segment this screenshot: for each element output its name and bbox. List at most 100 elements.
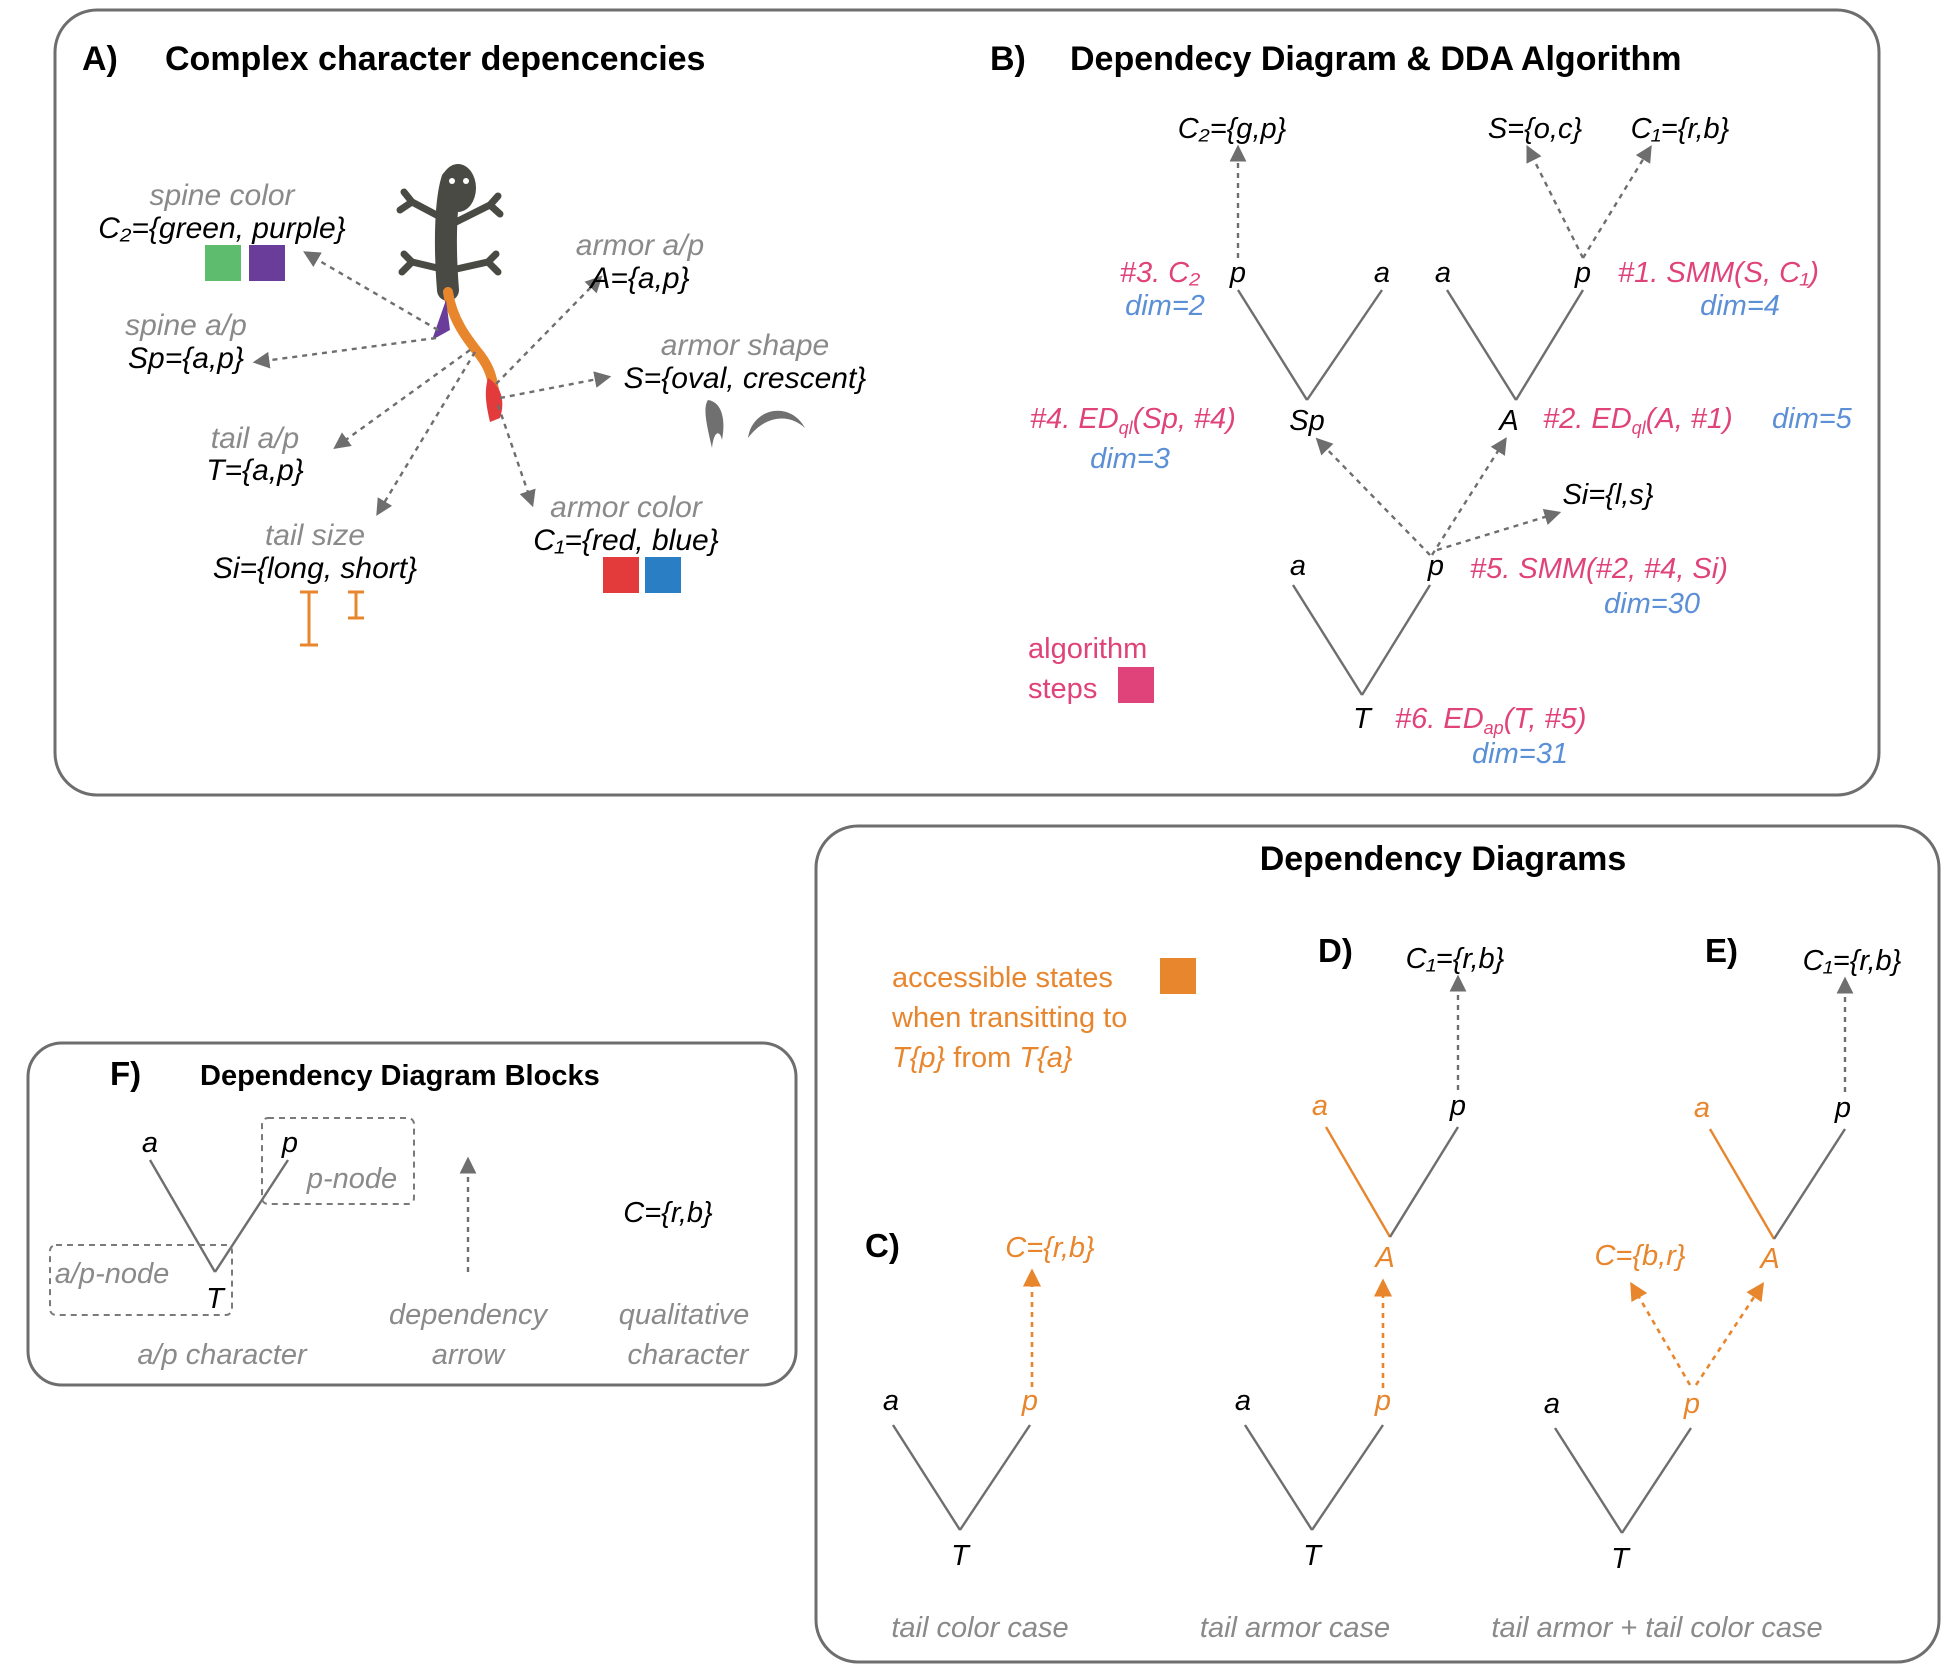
qualitative-set-example: C={r,b}: [623, 1197, 713, 1229]
ap-node-label: a/p-node: [55, 1258, 170, 1290]
spine-color-name: spine color: [149, 179, 295, 212]
step-2-dim: dim=5: [1772, 403, 1853, 435]
algorithm-steps-swatch: [1118, 667, 1154, 703]
node-T: T: [1303, 1540, 1323, 1572]
edge-accessible: [1708, 1128, 1776, 1240]
arrow-p-to-c1: [1581, 145, 1652, 259]
node-a: a: [883, 1385, 899, 1417]
edge-accessible: [1324, 1126, 1392, 1238]
node-p: p: [1021, 1385, 1038, 1417]
edge: [891, 1424, 962, 1531]
node-a: a: [1312, 1090, 1328, 1122]
p-node-label: p-node: [306, 1163, 397, 1195]
node-T: T: [206, 1283, 226, 1315]
armor-color-name: armor color: [550, 491, 703, 524]
step-4-dim: dim=3: [1090, 443, 1170, 475]
edge: [1388, 1126, 1460, 1238]
edge: [1360, 584, 1432, 696]
panel-a-title: Complex character depencencies: [165, 40, 705, 78]
step-2-label: #2. EDql(A, #1): [1543, 403, 1733, 438]
oval-armor-icon: [705, 400, 724, 448]
arrow-p-to-s: [1526, 144, 1585, 259]
step-6-sub: ap: [1484, 718, 1504, 738]
step-2-post: (A, #1): [1646, 403, 1733, 435]
node-p: p: [1449, 1090, 1466, 1122]
lizard-leg: [398, 250, 450, 276]
tail-ap-set: T={a,p}: [206, 454, 304, 487]
lizard-eye: [449, 178, 455, 184]
step-4-pre: #4. ED: [1030, 403, 1119, 435]
node-a: a: [1235, 1385, 1251, 1417]
lizard-head: [440, 164, 476, 212]
edge: [1620, 1427, 1693, 1534]
arrow-to-spine-ap: [252, 336, 437, 369]
edge: [1306, 289, 1383, 401]
tail-size-set: Si={long, short}: [213, 552, 417, 585]
node-a: a: [1544, 1388, 1560, 1420]
panel-e-letter: E): [1705, 932, 1738, 969]
armor-color-set: C₁={red, blue}: [533, 524, 718, 557]
tail-size-icons: [300, 590, 364, 647]
node-A: A: [1497, 405, 1518, 437]
armor-shape-set: S={oval, crescent}: [624, 362, 867, 395]
panel-e: E) C₁={r,b} a p A C={b,r} a p T tail arm…: [1491, 932, 1901, 1644]
arrow-to-tail-ap: [333, 349, 471, 449]
step-4-post: (Sp, #4): [1133, 403, 1236, 435]
step-5-label: #5. SMM(#2, #4, Si): [1470, 553, 1728, 585]
edge: [1772, 1128, 1847, 1240]
step-5-dim: dim=30: [1604, 588, 1700, 620]
long-tail-icon: [300, 590, 318, 647]
ap-node-box: [49, 1244, 233, 1316]
node-T: T: [1353, 703, 1373, 735]
node-p: p: [1834, 1092, 1851, 1124]
node-p: p: [1374, 1385, 1391, 1417]
panel-ab-frame: [53, 8, 1881, 797]
panel-cde: Dependency Diagrams accessible states wh…: [814, 824, 1941, 1664]
c-set-label: C={b,r}: [1594, 1240, 1685, 1272]
panel-b: B) Dependecy Diagram & DDA Algorithm C₂=…: [990, 40, 1853, 770]
lizard-tail-armor: [485, 378, 503, 422]
blue-swatch: [645, 557, 681, 593]
node-p: p: [1683, 1388, 1700, 1420]
step-6-pre: #6. ED: [1395, 703, 1484, 735]
step-4-sub: ql: [1119, 418, 1134, 438]
green-swatch: [205, 245, 241, 281]
c1-set-label: C₁={r,b}: [1631, 113, 1730, 145]
step-2-sub: ql: [1632, 418, 1647, 438]
red-swatch: [603, 557, 639, 593]
c-set-label: C={r,b}: [1005, 1232, 1095, 1264]
node-a: a: [1435, 257, 1451, 289]
si-set-label: Si={l,s}: [1562, 479, 1653, 511]
node-a: a: [1694, 1092, 1710, 1124]
panel-d-letter: D): [1318, 932, 1353, 969]
lizard-leg: [396, 188, 450, 224]
step-6-label: #6. EDap(T, #5): [1395, 703, 1586, 738]
lizard-illustration: [396, 164, 504, 422]
node-a: a: [1290, 550, 1306, 582]
arrow-p-to-si: [1436, 508, 1562, 552]
node-p: p: [281, 1127, 298, 1159]
panel-b-title: Dependecy Diagram & DDA Algorithm: [1070, 40, 1681, 78]
panel-a-letter: A): [82, 40, 118, 78]
dependency-arrow-caption-1: dependency: [389, 1299, 549, 1331]
arrow-p-to-a: [1430, 437, 1507, 556]
node-A: A: [1758, 1243, 1779, 1275]
c2-set-label: C₂={g,p}: [1178, 113, 1287, 145]
panel-c: C) C={r,b} a p T tail color case: [865, 1227, 1095, 1644]
panel-f-title: Dependency Diagram Blocks: [200, 1060, 600, 1092]
qualitative-caption-2: character: [628, 1339, 750, 1371]
legend-ta: T{a}: [1019, 1042, 1073, 1074]
node-a: a: [142, 1127, 158, 1159]
edge: [1553, 1427, 1624, 1534]
algorithm-steps-legend-line2: steps: [1028, 673, 1097, 705]
edge: [959, 1424, 1031, 1531]
armor-ap-name: armor a/p: [576, 229, 704, 262]
panel-f-letter: F): [110, 1055, 141, 1092]
panel-e-caption: tail armor + tail color case: [1491, 1612, 1822, 1644]
arrow-to-armor-color: [496, 404, 536, 508]
edge: [1445, 289, 1518, 401]
edge: [1243, 1424, 1314, 1531]
panel-f-frame: [26, 1041, 798, 1387]
lizard-eye: [463, 178, 469, 184]
